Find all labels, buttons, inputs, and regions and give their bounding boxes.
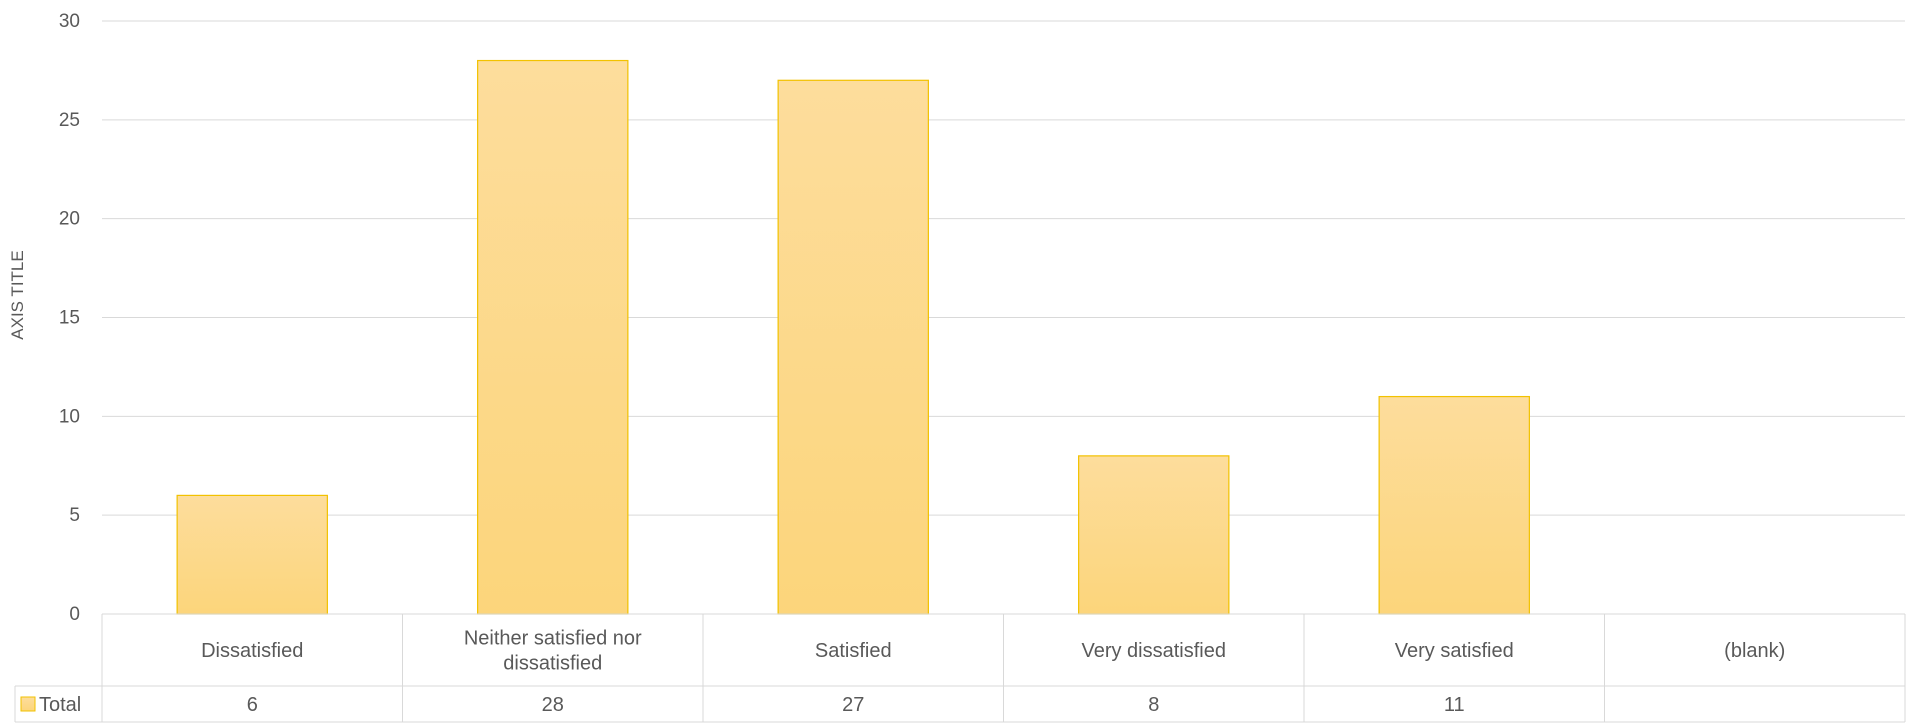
x-tick-label: Satisfied [815,640,892,662]
y-tick-label: 20 [59,209,80,230]
x-tick-label: dissatisfied [503,653,602,675]
data-table-value: 27 [842,694,864,716]
bar [477,59,629,615]
y-axis-ticks: 0 5 10 15 20 25 30 [59,11,80,625]
y-tick-label: 15 [59,308,80,329]
x-tick-label: Very satisfied [1395,640,1514,662]
bar [777,79,929,615]
data-table-value: 11 [1444,694,1465,716]
data-table-value: 8 [1148,694,1159,716]
y-tick-label: 25 [59,110,80,131]
y-tick-label: 30 [59,11,80,32]
bars [176,59,1530,615]
bar [1378,395,1530,615]
legend-label: Total [39,694,81,716]
gridlines [102,20,1905,516]
y-axis-title: AXIS TITLE [8,250,27,339]
x-tick-label: (blank) [1724,640,1785,662]
data-table-value: 28 [542,694,564,716]
y-tick-label: 10 [59,406,80,427]
x-tick-label: Very dissatisfied [1081,640,1226,662]
bar [1078,455,1230,615]
bar [176,494,328,615]
data-table-value: 6 [247,694,258,716]
x-tick-label: Dissatisfied [201,640,303,662]
x-tick-label: Neither satisfied nor [464,628,642,650]
y-tick-label: 0 [69,604,80,625]
legend-key [20,696,36,712]
y-tick-label: 5 [69,505,80,526]
data-table: Dissatisfied Neither satisfied nor dissati… [14,613,1906,723]
